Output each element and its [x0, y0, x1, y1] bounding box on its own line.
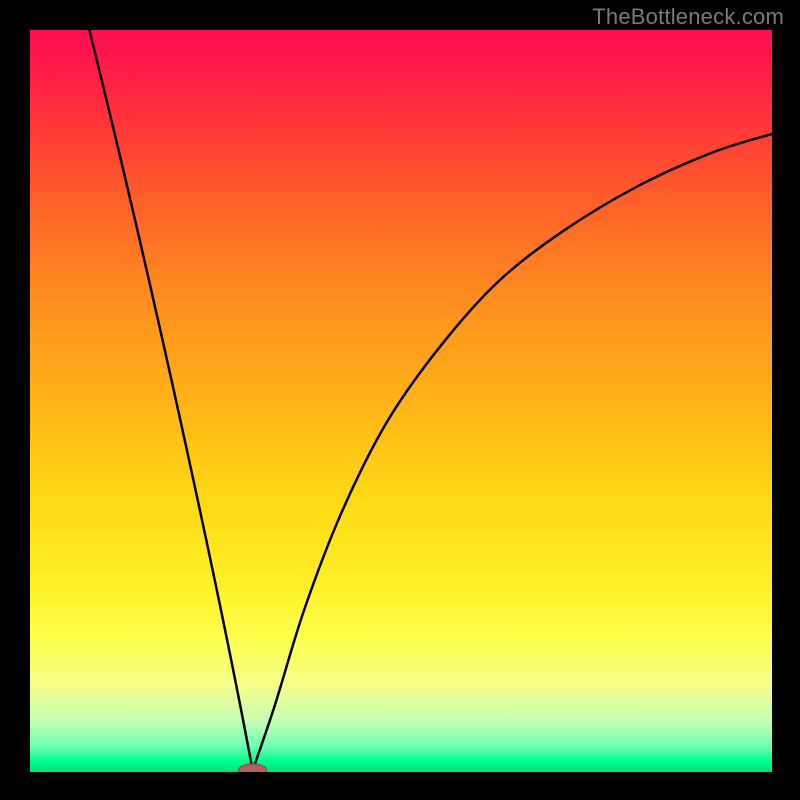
- plot-border: [772, 0, 800, 800]
- chart-svg: [0, 0, 800, 800]
- plot-border: [0, 0, 30, 800]
- chart-container: TheBottleneck.com: [0, 0, 800, 800]
- watermark: TheBottleneck.com: [592, 4, 784, 30]
- plot-border: [0, 772, 800, 800]
